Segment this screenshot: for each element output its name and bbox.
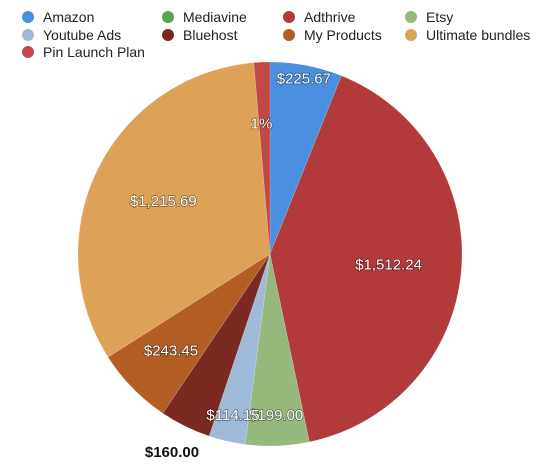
legend-swatch — [162, 29, 174, 41]
legend: Amazon Mediavine Adthrive Etsy Youtube Ads Bl… — [22, 9, 530, 60]
legend-label: Pin Launch Plan — [43, 44, 145, 60]
legend-item-my-products: My Products — [283, 27, 382, 43]
legend-swatch — [22, 29, 34, 41]
slice-label-pin-launch-plan: 1% — [251, 116, 273, 133]
pie-slice-bluehost — [162, 253, 271, 437]
legend-label: Amazon — [43, 9, 94, 25]
legend-label: Bluehost — [183, 27, 238, 43]
legend-item-youtube-ads: Youtube Ads — [22, 27, 121, 43]
legend-swatch — [405, 29, 417, 41]
legend-label: My Products — [304, 27, 382, 43]
pie-slice-youtube-ads — [208, 253, 271, 445]
slice-label-amazon: $225.67 — [277, 71, 331, 88]
slice-label-etsy: $199.00 — [249, 407, 303, 424]
legend-swatch — [283, 29, 295, 41]
legend-swatch — [22, 11, 34, 23]
legend-item-pin-launch-plan: Pin Launch Plan — [22, 44, 145, 60]
legend-swatch — [283, 11, 295, 23]
legend-item-mediavine: Mediavine — [162, 9, 247, 25]
legend-label: Mediavine — [183, 9, 247, 25]
legend-item-amazon: Amazon — [22, 9, 94, 25]
slice-label-bluehost-outside: $160.00 — [145, 444, 199, 461]
legend-swatch — [22, 46, 34, 58]
slice-label-ultimate-bundles: $1,215.69 — [130, 193, 197, 210]
pie-slice-pin-launch-plan — [253, 61, 271, 255]
legend-item-etsy: Etsy — [405, 9, 453, 25]
legend-swatch — [405, 11, 417, 23]
pie-slice-etsy — [244, 253, 310, 447]
slice-labels: $225.67 $1,512.24 $199.00$114.15 $160.00 $24… — [129, 70, 422, 461]
legend-item-bluehost: Bluehost — [162, 27, 238, 43]
legend-label: Etsy — [426, 9, 453, 25]
legend-item-ultimate-bundles: Ultimate bundles — [405, 27, 530, 43]
pie-slice-adthrive — [269, 75, 463, 443]
legend-label: Adthrive — [304, 9, 356, 25]
pie-slice-amazon — [269, 61, 342, 255]
pie-slices — [77, 61, 463, 447]
pie-slice-ultimate-bundles — [77, 62, 271, 358]
legend-swatch — [162, 11, 174, 23]
legend-item-adthrive: Adthrive — [283, 9, 356, 25]
slice-label-youtube-ads: $114.15 — [206, 407, 259, 424]
legend-label: Youtube Ads — [43, 27, 121, 43]
slice-label-adthrive: $1,512.24 — [355, 256, 422, 273]
pie-slice-my-products — [107, 253, 271, 414]
slice-label-my-products: $243.45 — [144, 342, 198, 359]
legend-label: Ultimate bundles — [426, 27, 530, 43]
